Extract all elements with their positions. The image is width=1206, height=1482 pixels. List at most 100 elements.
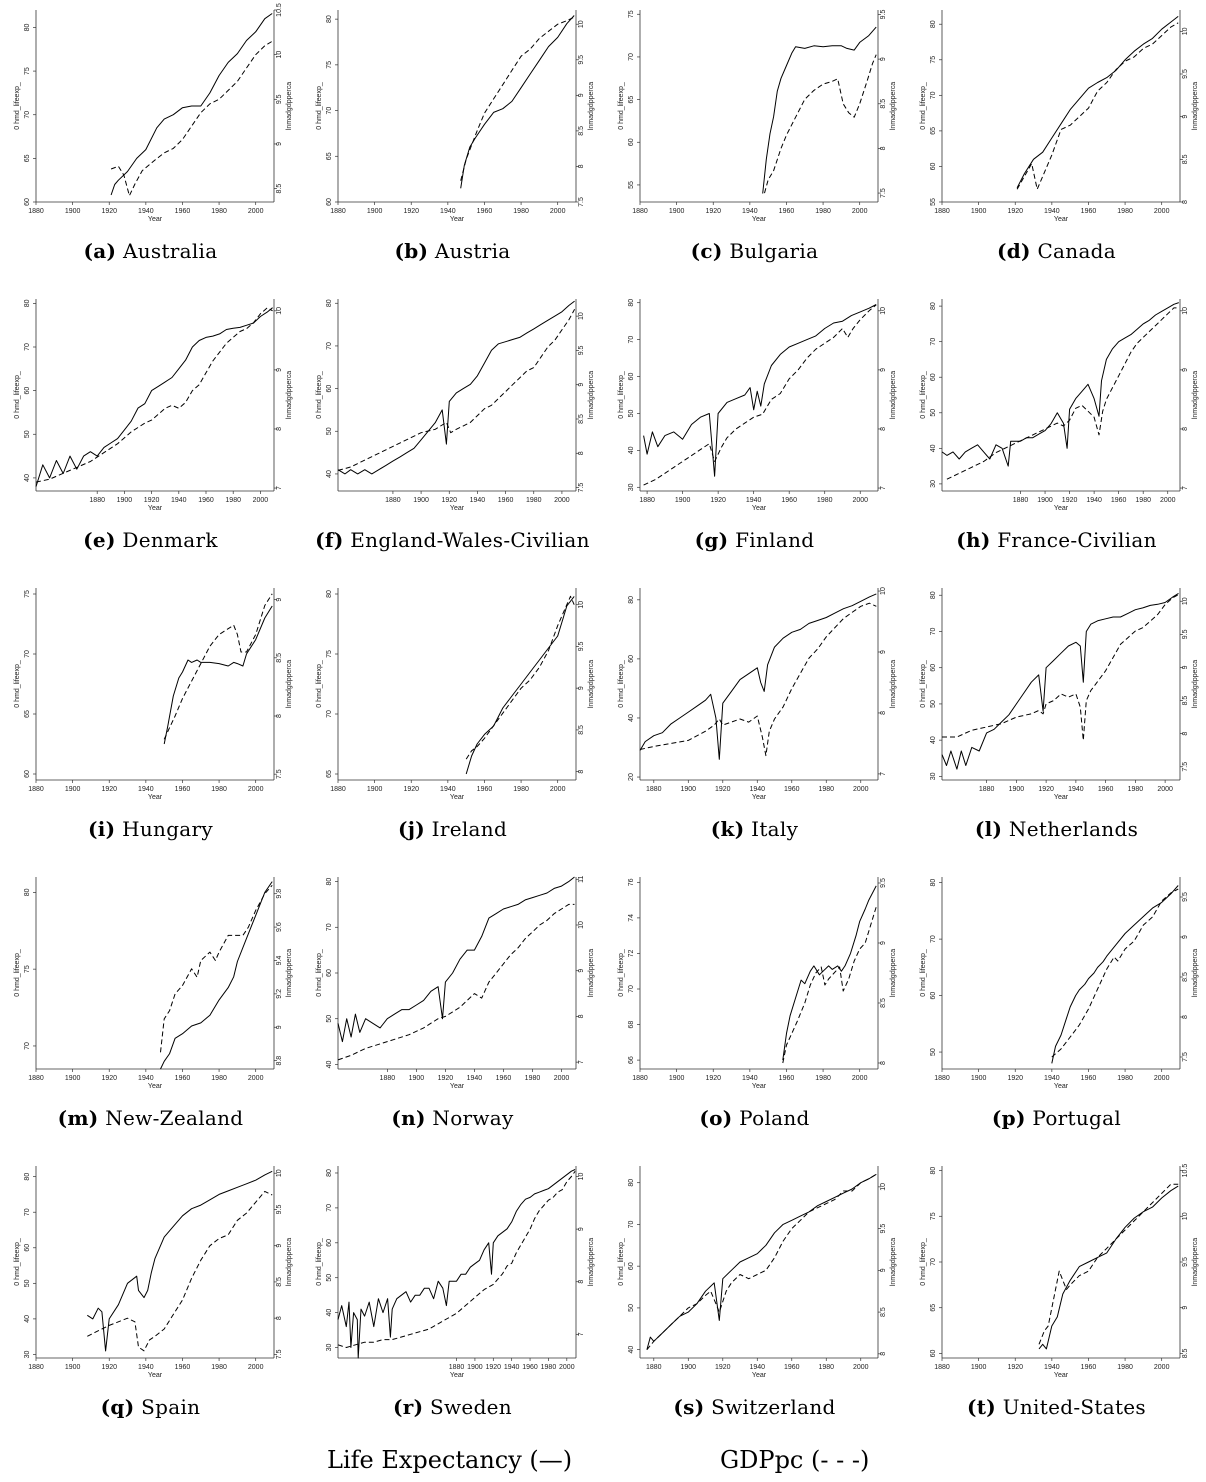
x-tick-label: 1940 xyxy=(749,786,765,793)
country-name: United-States xyxy=(996,1395,1146,1419)
right-y-tick-label: 10 xyxy=(880,307,887,315)
right-y-tick-label: 8 xyxy=(880,146,887,150)
x-tick-label: 1920 xyxy=(441,497,457,504)
right-y-tick-label: 9 xyxy=(880,1268,887,1272)
x-tick-label: 1960 xyxy=(1081,1364,1097,1371)
gdp-per-capita-line xyxy=(337,309,576,471)
x-tick-label: 2000 xyxy=(253,497,269,504)
panel-hungary: 1880 1900 1920 1940 1960 1980 2000 Year 60 65 70 75… xyxy=(0,578,301,867)
left-y-tick-label: 60 xyxy=(930,162,937,170)
x-tick-label: 1940 xyxy=(1044,1364,1060,1371)
x-tick-label: 1880 xyxy=(934,208,950,215)
panel-france-civilian: 1880 1900 1920 1940 1960 1980 2000 Year 30 40 50 60… xyxy=(906,289,1206,578)
right-y-tick-label: 7.5 xyxy=(276,769,283,779)
x-tick-label: 2000 xyxy=(554,1075,570,1082)
panel-australia: 1880 1900 1920 1940 1960 1980 2000 Year 60 65 70 75… xyxy=(0,0,301,289)
chart-sweden: 1880 1900 1920 1940 1960 1980 2000 Year 30 40 50 60… xyxy=(316,1166,595,1379)
x-tick-label: 1900 xyxy=(669,1075,685,1082)
x-tick-label: 1880 xyxy=(934,1364,950,1371)
x-tick-label: 1880 xyxy=(28,208,44,215)
left-y-tick-label: 70 xyxy=(930,935,937,943)
chart-hungary: 1880 1900 1920 1940 1960 1980 2000 Year 60 65 70 75… xyxy=(14,588,293,801)
left-y-tick-label: 70 xyxy=(628,1220,635,1228)
life-expectancy-line xyxy=(460,15,575,189)
panel-letter: (k) xyxy=(710,817,745,841)
x-tick-label: 1920 xyxy=(101,1364,117,1371)
country-name: Italy xyxy=(744,817,799,841)
right-y-tick-label: 7 xyxy=(276,486,283,490)
x-tick-label: 1940 xyxy=(742,208,758,215)
x-tick-label: 2000 xyxy=(852,208,868,215)
x-tick-label: 1900 xyxy=(65,1364,81,1371)
x-tick-label: 1980 xyxy=(818,1364,834,1371)
panel-letter: (e) xyxy=(83,528,116,552)
right-y-tick-label: 9 xyxy=(1182,1306,1189,1310)
left-y-tick-label: 80 xyxy=(930,20,937,28)
right-axis-title: lnmadgdpperca xyxy=(1192,660,1199,708)
x-tick-label: 1980 xyxy=(1117,1075,1133,1082)
right-y-tick-label: 10 xyxy=(1182,27,1189,35)
left-y-tick-label: 60 xyxy=(628,1262,635,1270)
right-y-tick-label: 8.5 xyxy=(880,998,887,1008)
panel-letter: (q) xyxy=(100,1395,135,1419)
life-expectancy-line xyxy=(87,1170,273,1352)
left-y-tick-label: 75 xyxy=(930,56,937,64)
panel-caption: (p) Portugal xyxy=(906,1106,1206,1130)
right-y-tick-label: 8 xyxy=(276,1316,283,1320)
x-tick-label: 1920 xyxy=(101,1075,117,1082)
right-y-tick-label: 8 xyxy=(1182,200,1189,204)
left-y-tick-label: 60 xyxy=(628,655,635,663)
x-tick-label: 2000 xyxy=(1157,786,1173,793)
left-y-tick-label: 80 xyxy=(930,591,937,599)
life-expectancy-line xyxy=(163,605,273,745)
left-y-tick-label: 50 xyxy=(930,409,937,417)
life-expectancy-line xyxy=(337,1169,576,1359)
right-y-tick-label: 8.5 xyxy=(1182,1348,1189,1358)
left-y-tick-label: 75 xyxy=(326,61,333,69)
x-tick-label: 1980 xyxy=(525,1075,541,1082)
right-y-tick-label: 9.6 xyxy=(276,922,283,932)
right-y-tick-label: 7.5 xyxy=(1182,762,1189,772)
left-y-tick-label: 80 xyxy=(326,590,333,598)
left-y-tick-label: 75 xyxy=(930,1212,937,1220)
left-y-tick-label: 80 xyxy=(628,299,635,307)
x-tick-label: 1880 xyxy=(639,497,655,504)
x-tick-label: 1880 xyxy=(28,786,44,793)
right-y-tick-label: 9.5 xyxy=(578,55,585,65)
x-axis-title: Year xyxy=(450,216,465,223)
right-y-tick-label: 9.5 xyxy=(1182,629,1189,639)
x-tick-label: 1900 xyxy=(413,497,429,504)
right-y-tick-label: 8.5 xyxy=(578,725,585,735)
left-y-tick-label: 80 xyxy=(326,1169,333,1177)
left-y-tick-label: 80 xyxy=(930,302,937,310)
left-y-tick-label: 65 xyxy=(24,154,31,162)
left-axis-title: 0 hmd_lifeexp_ xyxy=(316,1238,323,1286)
left-axis-title: 0 hmd_lifeexp_ xyxy=(920,949,927,997)
right-axis-title: lnmadgdpperca xyxy=(890,660,897,708)
left-y-tick-label: 60 xyxy=(628,138,635,146)
x-tick-label: 1920 xyxy=(715,786,731,793)
left-axis-title: 0 hmd_lifeexp_ xyxy=(316,371,323,419)
right-y-tick-label: 9 xyxy=(578,1227,585,1231)
right-y-tick-label: 9 xyxy=(578,969,585,973)
x-tick-label: 1880 xyxy=(646,786,662,793)
x-tick-label: 2000 xyxy=(1154,1364,1170,1371)
x-axis-title: Year xyxy=(1054,1372,1069,1379)
figure-legend: Life Expectancy (—) GDPpc (- - -) xyxy=(0,1446,1206,1480)
x-tick-label: 1960 xyxy=(522,1364,538,1371)
panel-caption: (c) Bulgaria xyxy=(604,239,905,263)
left-axis-title: 0 hmd_lifeexp_ xyxy=(618,371,625,419)
gdp-per-capita-line xyxy=(337,903,575,1061)
right-axis-title: lnmadgdpperca xyxy=(588,949,595,997)
right-y-tick-label: 8 xyxy=(578,1014,585,1018)
panel-sweden: 1880 1900 1920 1940 1960 1980 2000 Year 30 40 50 60… xyxy=(302,1156,603,1445)
left-y-tick-label: 80 xyxy=(24,299,31,307)
left-y-tick-label: 65 xyxy=(326,152,333,160)
right-axis-title: lnmadgdpperca xyxy=(1192,371,1199,419)
life-expectancy-line xyxy=(782,885,877,1061)
x-tick-label: 1900 xyxy=(65,208,81,215)
x-tick-label: 1900 xyxy=(367,208,383,215)
right-y-tick-label: 9.5 xyxy=(880,9,887,19)
x-tick-label: 1900 xyxy=(367,786,383,793)
left-y-tick-label: 80 xyxy=(24,23,31,31)
